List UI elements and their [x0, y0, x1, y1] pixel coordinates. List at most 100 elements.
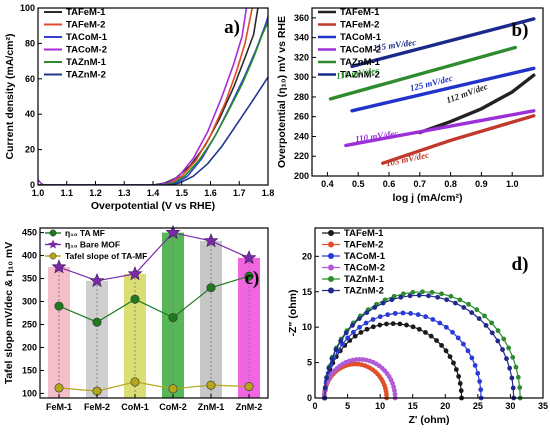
- panel-a-ytick-label: 40: [25, 109, 35, 119]
- panel-d-point: [476, 316, 482, 322]
- panel-c-ytick-label: 350: [22, 274, 37, 284]
- panel-d-frame: [314, 227, 544, 399]
- panel-d-point: [501, 336, 507, 342]
- panel-c-point: [206, 380, 216, 390]
- panel-d-point: [358, 330, 364, 335]
- panel-d-point: [357, 356, 363, 362]
- panel-b-legend-label: TAFeM-2: [340, 20, 379, 31]
- panel-d-point: [448, 293, 454, 299]
- panel-b-label: b): [512, 20, 529, 41]
- panel-d-point: [338, 338, 344, 344]
- panel-b-ytick-label: 280: [294, 92, 309, 102]
- panel-d-point: [391, 384, 396, 390]
- panel-d-point: [504, 356, 509, 362]
- panel-c-ytick-label: 100: [22, 388, 37, 398]
- panel-d-point: [439, 291, 444, 297]
- panel-c-series-line: [58, 275, 250, 323]
- panel-c-xtick-label: FeM-2: [84, 402, 110, 412]
- panel-d-legend-marker: [328, 241, 334, 248]
- panel-c-point: [168, 313, 178, 323]
- panel-d-point: [350, 329, 356, 335]
- panel-c-frame: [39, 227, 269, 399]
- panel-c-point: [244, 382, 254, 392]
- panel-d-label: d): [512, 254, 529, 275]
- panel-b-legend-label: TACoM-1: [340, 32, 382, 43]
- panel-c-ylabel: Tafel slope mV/dec & η₁₀ mV: [3, 242, 15, 385]
- panel-d-point: [326, 365, 332, 371]
- panel-d-point: [423, 314, 429, 320]
- panel-d-legend-label: TACoM-1: [344, 251, 386, 262]
- panel-b-legend-label: TACoM-2: [340, 45, 381, 56]
- panel-c-point-star: [241, 250, 257, 265]
- panel-d-point: [343, 330, 349, 336]
- panel-a: 1.0 1.1 1.2 1.3 1.4 1.5 1.6 1.7 1.8 0 20 40 60 80 100 O…: [4, 3, 274, 212]
- panel-d-point: [456, 374, 462, 379]
- panel-a-xtick-label: 1.3: [118, 188, 131, 198]
- panel-d-point: [384, 321, 389, 327]
- panel-b-series-line: [350, 17, 536, 68]
- panel-d-xtick-label: 0: [312, 401, 317, 411]
- panel-d-point: [513, 364, 519, 370]
- panel-c-xtick-label: ZnM-1: [198, 402, 225, 412]
- panel-a-legend-label: TACoM-2: [66, 45, 107, 56]
- panel-b-ytick-label: 340: [294, 33, 309, 43]
- panel-c-point: [54, 383, 64, 393]
- panel-d-point: [443, 324, 449, 330]
- panel-a-legend-label: TAFeM-2: [66, 20, 105, 31]
- panel-a-xtick-label: 1.8: [262, 188, 275, 198]
- panel-d-point: [363, 320, 369, 326]
- panel-b-ytick-label: 240: [294, 131, 309, 141]
- panel-d-legend-marker: [328, 230, 334, 236]
- panel-d: 0 5 10 15 20 25 30 35 0 5 10 15 20 Z' (ohm) -Z" (ohm) T…: [287, 227, 548, 426]
- panel-d-point: [423, 330, 428, 335]
- panel-d-point: [385, 312, 391, 318]
- panel-d-point: [478, 387, 484, 393]
- panel-a-xtick-label: 1.4: [147, 188, 160, 198]
- panel-c-legend-label: η₁₀ TA MF: [65, 228, 105, 238]
- panel-d-series-line: [324, 294, 515, 399]
- panel-d-point: [452, 300, 458, 306]
- panel-d-point: [447, 354, 453, 360]
- panel-d-point: [489, 330, 495, 336]
- panel-d-point: [428, 333, 434, 339]
- panel-c-ytick-label: 450: [22, 228, 37, 238]
- panel-d-point: [460, 341, 466, 347]
- panel-d-point: [364, 326, 370, 332]
- panel-a-xtick-label: 1.7: [233, 188, 246, 198]
- panel-d-point: [357, 324, 362, 330]
- panel-d-point: [398, 294, 404, 300]
- panel-d-point: [404, 322, 409, 328]
- panel-d-point: [370, 317, 376, 322]
- panel-d-legend-marker: [328, 276, 334, 282]
- panel-d-legend-label: TAFeM-1: [344, 228, 384, 239]
- panel-d-point: [465, 348, 471, 354]
- panel-b-ytick-label: 300: [294, 72, 309, 82]
- panel-c-point: [54, 301, 64, 311]
- panel-d-point: [430, 317, 436, 322]
- panel-d-point: [444, 297, 450, 303]
- panel-d-point: [356, 316, 362, 322]
- panel-b-series-line: [328, 45, 517, 101]
- panel-d-point: [370, 324, 376, 330]
- panel-c-xtick-label: ZnM-2: [236, 402, 263, 412]
- panel-d-point: [515, 374, 521, 380]
- panel-c-bar: [124, 273, 146, 398]
- panel-c-ytick-label: 250: [22, 319, 37, 329]
- panel-a-series-line: [38, 76, 268, 185]
- panel-b-slope-annotation: 105 mV/dec: [385, 150, 430, 169]
- panel-d-point: [410, 289, 416, 295]
- panel-b-xtick-label: 0.6: [383, 179, 396, 189]
- panel-a-legend-label: TACoM-1: [66, 32, 108, 43]
- panel-b-series-line: [344, 109, 536, 148]
- panel-d-point: [495, 328, 501, 333]
- panel-d-point: [392, 388, 397, 393]
- panel-d-ytick-label: 15: [302, 287, 312, 297]
- panel-d-xtick-label: 5: [345, 401, 350, 411]
- panel-d-point: [482, 313, 487, 319]
- panel-d-point: [410, 324, 416, 330]
- panel-b-xlabel: log j (mA/cm²): [393, 192, 463, 204]
- panel-d-point: [391, 293, 397, 299]
- panel-d-xtick-label: 35: [538, 401, 548, 411]
- panel-c-point-star: [203, 233, 219, 248]
